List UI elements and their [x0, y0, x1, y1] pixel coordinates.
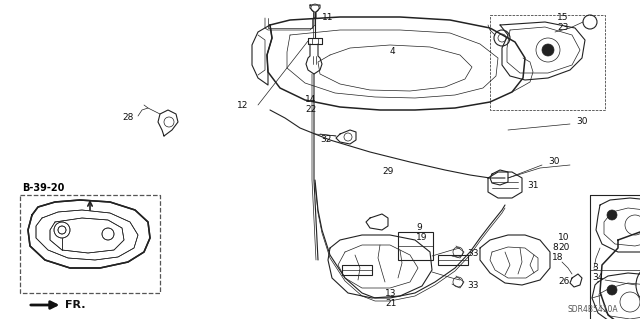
Text: 9: 9 — [416, 224, 422, 233]
Text: 28: 28 — [122, 114, 133, 122]
Text: 31: 31 — [527, 181, 538, 189]
Text: 15: 15 — [557, 13, 568, 23]
Text: 11: 11 — [322, 13, 333, 23]
Text: 8: 8 — [552, 243, 557, 253]
Text: 13: 13 — [385, 288, 397, 298]
Text: 18: 18 — [552, 254, 563, 263]
Text: 12: 12 — [237, 100, 248, 109]
Text: 33: 33 — [467, 249, 479, 257]
Text: 21: 21 — [385, 299, 396, 308]
Bar — [590, 195, 640, 319]
Text: 22: 22 — [305, 106, 316, 115]
Text: 32: 32 — [320, 136, 332, 145]
Text: 23: 23 — [557, 24, 568, 33]
Bar — [490, 15, 605, 110]
Bar — [438, 255, 468, 265]
Text: 30: 30 — [548, 158, 559, 167]
Text: 20: 20 — [558, 243, 570, 253]
Text: 19: 19 — [416, 234, 428, 242]
Text: 34: 34 — [592, 273, 604, 283]
Circle shape — [542, 44, 554, 56]
Text: 4: 4 — [390, 48, 396, 56]
Bar — [20, 195, 160, 293]
Text: 30: 30 — [576, 117, 588, 127]
Text: FR.: FR. — [31, 300, 86, 310]
Text: SDR4B5410A: SDR4B5410A — [568, 306, 619, 315]
Text: 29: 29 — [382, 167, 394, 176]
Text: 26: 26 — [558, 278, 570, 286]
Bar — [398, 232, 433, 260]
Text: 3: 3 — [592, 263, 598, 272]
Text: B-39-20: B-39-20 — [22, 183, 65, 193]
Text: 10: 10 — [558, 234, 570, 242]
Text: 14: 14 — [305, 95, 316, 105]
Circle shape — [607, 285, 617, 295]
Bar — [342, 265, 372, 275]
Circle shape — [607, 210, 617, 220]
Polygon shape — [22, 197, 158, 291]
Text: 33: 33 — [467, 280, 479, 290]
